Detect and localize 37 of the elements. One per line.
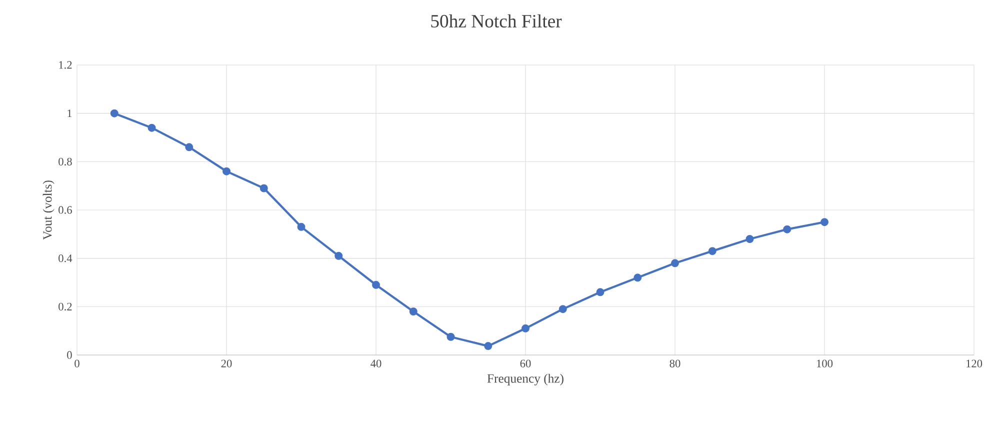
y-tick-label: 0.2 (58, 302, 72, 311)
chart-title: 50hz Notch Filter (431, 14, 562, 28)
point (596, 288, 604, 296)
y-tick-label: 0.6 (58, 206, 72, 214)
point (783, 225, 792, 234)
point (334, 252, 343, 260)
x-tick-label: 20 (221, 360, 232, 368)
point (671, 259, 680, 268)
x-axis-title: Frequency (hz) (487, 374, 564, 386)
y-tick-label: 0.8 (58, 158, 72, 166)
x-tick-label: 0 (74, 360, 80, 368)
point (446, 332, 455, 341)
point (148, 124, 156, 132)
point (634, 274, 642, 282)
point (708, 247, 716, 256)
point (297, 222, 306, 231)
y-tick-label: 0 (67, 351, 72, 359)
point (260, 184, 268, 192)
point (484, 342, 492, 350)
point (222, 167, 231, 176)
x-tick-label: 120 (966, 360, 982, 368)
x-tick-label: 40 (370, 360, 382, 368)
point (185, 143, 194, 152)
y-axis-title: Vout (volts) (42, 180, 54, 240)
x-tick-label: 100 (817, 360, 833, 368)
point (746, 234, 754, 243)
x-tick-label: 60 (520, 360, 531, 368)
point (522, 324, 530, 332)
y-tick-label: 0.4 (58, 254, 72, 262)
point (409, 307, 418, 316)
point (820, 218, 829, 226)
point (372, 280, 380, 289)
x-tick-label: 80 (670, 360, 680, 368)
point (558, 305, 567, 314)
y-tick-label: 1.2 (59, 61, 72, 69)
y-tick-label: 1 (68, 110, 72, 118)
point (110, 109, 118, 118)
